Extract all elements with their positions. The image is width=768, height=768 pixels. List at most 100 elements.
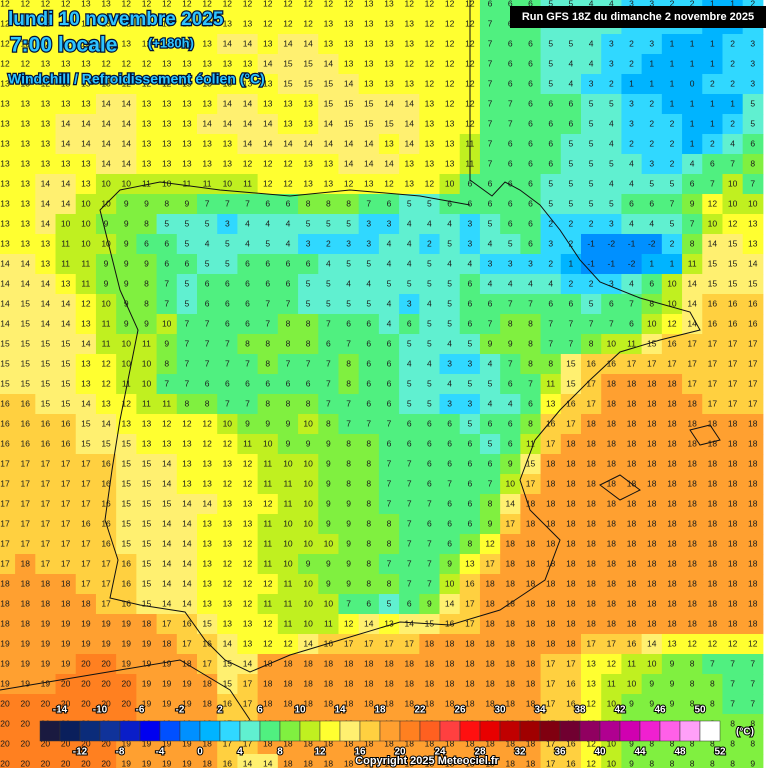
grid-value: 14 — [263, 138, 273, 148]
grid-value: 6 — [205, 278, 210, 288]
grid-cell — [257, 694, 279, 715]
grid-value: 12 — [243, 538, 253, 548]
grid-value: 18 — [687, 618, 697, 628]
grid-cell — [55, 334, 77, 355]
grid-value: 18 — [485, 758, 495, 768]
grid-cell — [358, 494, 380, 515]
grid-value: 14 — [61, 198, 71, 208]
grid-cell — [540, 394, 562, 415]
grid-value: 8 — [387, 538, 392, 548]
grid-cell — [581, 674, 602, 695]
grid-value: 8 — [528, 318, 533, 328]
grid-cell — [621, 234, 643, 255]
grid-value: 14 — [101, 158, 111, 168]
grid-cell — [459, 214, 481, 235]
grid-cell — [479, 374, 501, 395]
grid-value: 3 — [488, 258, 493, 268]
legend-swatch — [159, 720, 181, 742]
grid-cell — [479, 114, 501, 135]
grid-value: 14 — [182, 538, 192, 548]
grid-cell — [136, 754, 158, 768]
grid-value: 12 — [425, 0, 435, 8]
grid-cell — [419, 254, 441, 275]
grid-value: 5 — [569, 0, 574, 8]
grid-value: 6 — [407, 318, 412, 328]
grid-value: 10 — [728, 198, 738, 208]
grid-cell — [641, 534, 663, 555]
grid-cell — [338, 314, 360, 335]
grid-cell — [136, 534, 158, 555]
grid-cell — [419, 134, 441, 155]
grid-cell — [338, 74, 360, 95]
grid-value: 6 — [528, 398, 533, 408]
grid-cell — [399, 754, 420, 768]
grid-value: 2 — [649, 118, 654, 128]
grid-value: 13 — [243, 498, 253, 508]
grid-value: 18 — [667, 398, 677, 408]
grid-value: 9 — [326, 518, 331, 528]
grid-cell — [217, 314, 238, 335]
grid-cell — [439, 494, 461, 515]
grid-cell — [277, 334, 299, 355]
grid-cell — [742, 314, 764, 335]
grid-cell — [479, 54, 501, 75]
grid-value: 7 — [164, 298, 169, 308]
grid-cell — [136, 394, 158, 415]
grid-cell — [318, 34, 339, 55]
grid-cell — [621, 694, 643, 715]
grid-value: 18 — [526, 618, 536, 628]
legend-tick-label: 38 — [574, 705, 586, 716]
grid-value: 13 — [202, 98, 212, 108]
grid-value: 18 — [364, 758, 374, 768]
grid-value: 18 — [748, 538, 758, 548]
grid-value: 12 — [728, 638, 738, 648]
grid-cell — [257, 374, 279, 395]
grid-value: 19 — [81, 638, 91, 648]
grid-cell — [722, 214, 744, 235]
grid-value: 14 — [81, 338, 91, 348]
grid-value: 13 — [20, 218, 30, 228]
grid-value: 17 — [0, 538, 10, 548]
grid-value: 3 — [629, 98, 634, 108]
grid-value: 5 — [427, 198, 432, 208]
grid-value: 2 — [670, 158, 675, 168]
grid-value: 20 — [101, 658, 111, 668]
grid-cell — [217, 334, 238, 355]
grid-value: 6 — [548, 98, 553, 108]
grid-value: 13 — [202, 558, 212, 568]
grid-cell — [338, 214, 360, 235]
grid-cell — [742, 694, 764, 715]
grid-value: 7 — [225, 398, 230, 408]
grid-value: 12 — [445, 18, 455, 28]
grid-value: 8 — [710, 758, 715, 768]
grid-cell — [540, 694, 562, 715]
grid-cell — [661, 654, 683, 675]
grid-value: 9 — [104, 218, 109, 228]
grid-cell — [338, 14, 360, 35]
grid-cell — [338, 534, 360, 555]
grid-value: 4 — [447, 218, 452, 228]
grid-value: 15 — [61, 378, 71, 388]
grid-cell — [318, 354, 339, 375]
grid-cell — [298, 34, 319, 55]
legend-tick-label: 4 — [237, 747, 243, 758]
grid-value: 6 — [649, 198, 654, 208]
grid-cell — [75, 654, 97, 675]
grid-value: 7 — [730, 698, 735, 708]
grid-cell — [378, 394, 400, 415]
grid-cell — [55, 554, 77, 575]
grid-value: 4 — [629, 278, 634, 288]
grid-cell — [500, 634, 521, 655]
grid-value: 15 — [425, 618, 435, 628]
grid-value: 14 — [162, 558, 172, 568]
grid-value: 18 — [566, 638, 576, 648]
grid-cell — [459, 374, 481, 395]
grid-value: 7 — [164, 278, 169, 288]
grid-value: 16 — [101, 538, 111, 548]
grid-value: 20 — [81, 758, 91, 768]
grid-cell — [136, 74, 158, 95]
grid-value: 18 — [748, 578, 758, 588]
grid-cell — [298, 614, 319, 635]
grid-value: 5 — [346, 258, 351, 268]
grid-cell — [479, 214, 501, 235]
